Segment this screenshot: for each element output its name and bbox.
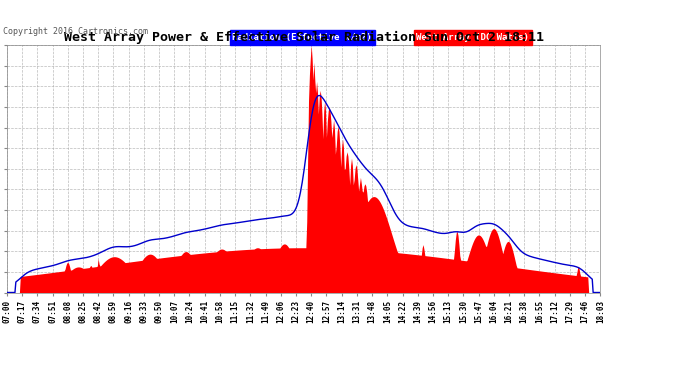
Text: West Array (DC Watts): West Array (DC Watts) — [416, 33, 529, 42]
Title: West Array Power & Effective Solar Radiation Sun Oct 2 18:11: West Array Power & Effective Solar Radia… — [63, 31, 544, 44]
Text: Copyright 2016 Cartronics.com: Copyright 2016 Cartronics.com — [3, 27, 148, 36]
Text: Radiation (Effective w/m2): Radiation (Effective w/m2) — [233, 33, 372, 42]
